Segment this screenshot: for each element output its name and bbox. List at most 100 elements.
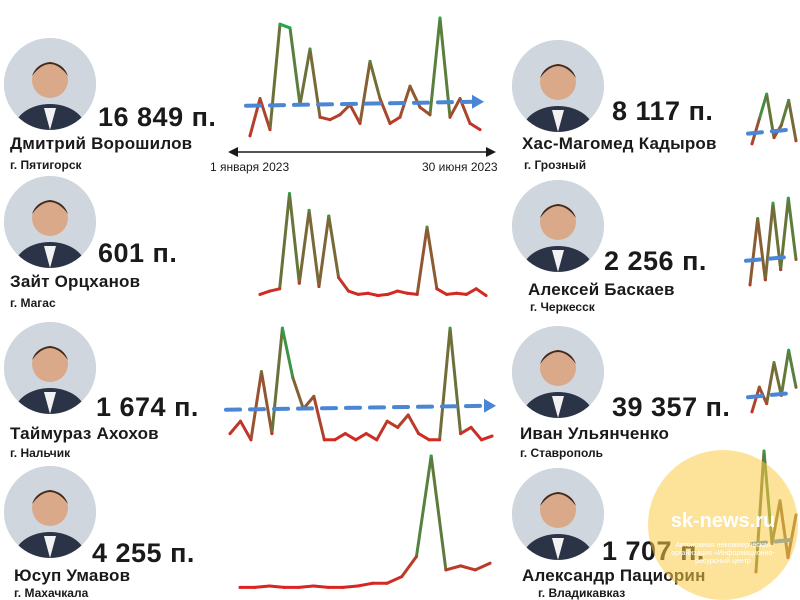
chart-umavov	[238, 454, 492, 589]
data-point	[794, 139, 798, 143]
series-segment	[278, 192, 291, 291]
data-point	[318, 115, 322, 119]
data-point	[370, 581, 374, 585]
data-point	[429, 454, 433, 458]
series-segment	[459, 564, 477, 572]
chart-ortskhanov	[258, 192, 488, 298]
data-point	[400, 575, 404, 579]
person-city: г. Черкесск	[530, 300, 595, 314]
data-point	[258, 292, 262, 296]
series-segment	[435, 287, 449, 296]
data-point	[385, 419, 389, 423]
series-segment	[307, 208, 321, 289]
series-segment	[333, 432, 347, 442]
data-point	[435, 287, 439, 291]
series-segment	[238, 419, 253, 442]
data-point	[428, 113, 432, 117]
data-point	[337, 276, 341, 280]
timeline-arrow-right-head	[486, 147, 496, 157]
data-point	[328, 118, 332, 122]
series-segment	[258, 97, 272, 132]
avatar	[512, 468, 604, 560]
person-city: г. Пятигорск	[10, 158, 82, 172]
person-name: Александр Пациорин	[522, 566, 706, 585]
series-segment	[429, 454, 448, 572]
series-segment	[338, 103, 352, 117]
trend-line	[224, 403, 488, 412]
series-segment	[348, 103, 362, 125]
person-name: Иван Ульянченко	[520, 424, 670, 443]
data-point	[268, 128, 272, 132]
trend-line	[746, 127, 792, 136]
data-point	[385, 581, 389, 585]
data-point	[464, 292, 468, 296]
data-point	[459, 564, 463, 568]
posts-count: 16 849 п.	[98, 102, 217, 132]
series-segment	[337, 276, 350, 293]
data-point	[375, 438, 379, 442]
series-segment	[786, 196, 798, 261]
series-segment	[757, 92, 769, 121]
data-point	[405, 291, 409, 295]
avatar	[4, 38, 96, 130]
data-point	[322, 438, 326, 442]
data-point	[317, 285, 321, 289]
data-point	[307, 208, 311, 212]
data-point	[291, 376, 295, 380]
data-point	[287, 192, 291, 196]
data-point	[488, 561, 492, 565]
data-point	[427, 438, 431, 442]
data-point	[750, 410, 754, 414]
data-point	[312, 394, 316, 398]
trend-arrow-head	[472, 94, 484, 109]
person-city: г. Нальчик	[10, 446, 71, 460]
series-segment	[328, 113, 342, 122]
data-point	[238, 419, 242, 423]
series-segment	[298, 47, 312, 107]
series-segment	[253, 584, 271, 589]
data-point	[270, 432, 274, 436]
data-point	[312, 584, 316, 588]
avatar-image	[512, 326, 604, 418]
data-point	[750, 142, 754, 146]
data-point	[438, 438, 442, 442]
data-point	[445, 292, 449, 296]
series-segment	[291, 376, 305, 411]
data-point	[455, 291, 459, 295]
series-segment	[748, 217, 760, 287]
series-segment	[268, 287, 282, 293]
data-point	[341, 585, 345, 589]
series-segment	[297, 584, 316, 589]
series-segment	[473, 561, 492, 572]
posts-count: 8 117 п.	[612, 96, 714, 126]
trend-line	[744, 254, 792, 263]
data-point	[378, 97, 382, 101]
person-name: Дмитрий Ворошилов	[10, 134, 193, 153]
series-segment	[354, 432, 368, 442]
data-point	[356, 584, 360, 588]
watermark-org: Автономная некоммерческая организация «И…	[671, 542, 775, 565]
timeline-end-label: 30 июня 2023	[422, 160, 498, 174]
series-segment	[249, 370, 263, 442]
posts-count: 39 357 п.	[612, 392, 731, 422]
series-segment	[464, 287, 478, 296]
data-point	[327, 214, 331, 218]
data-point	[762, 449, 766, 453]
series-segment	[318, 115, 332, 122]
person-name: Хас-Магомед Кадыров	[522, 134, 717, 153]
watermark-badge: sk-news.ru Автономная некоммерческая орг…	[648, 450, 798, 600]
series-segment	[448, 97, 462, 119]
series-segment	[468, 121, 482, 132]
avatar	[512, 180, 604, 272]
data-point	[772, 136, 776, 140]
series-segment	[341, 584, 360, 589]
data-point	[297, 281, 301, 285]
data-point	[406, 413, 410, 417]
timeline-arrow	[228, 147, 496, 157]
data-point	[748, 283, 752, 287]
series-segment	[415, 225, 429, 296]
avatar	[4, 322, 96, 414]
avatar-image	[4, 466, 96, 558]
avatar	[512, 326, 604, 418]
avatar-image	[512, 180, 604, 272]
